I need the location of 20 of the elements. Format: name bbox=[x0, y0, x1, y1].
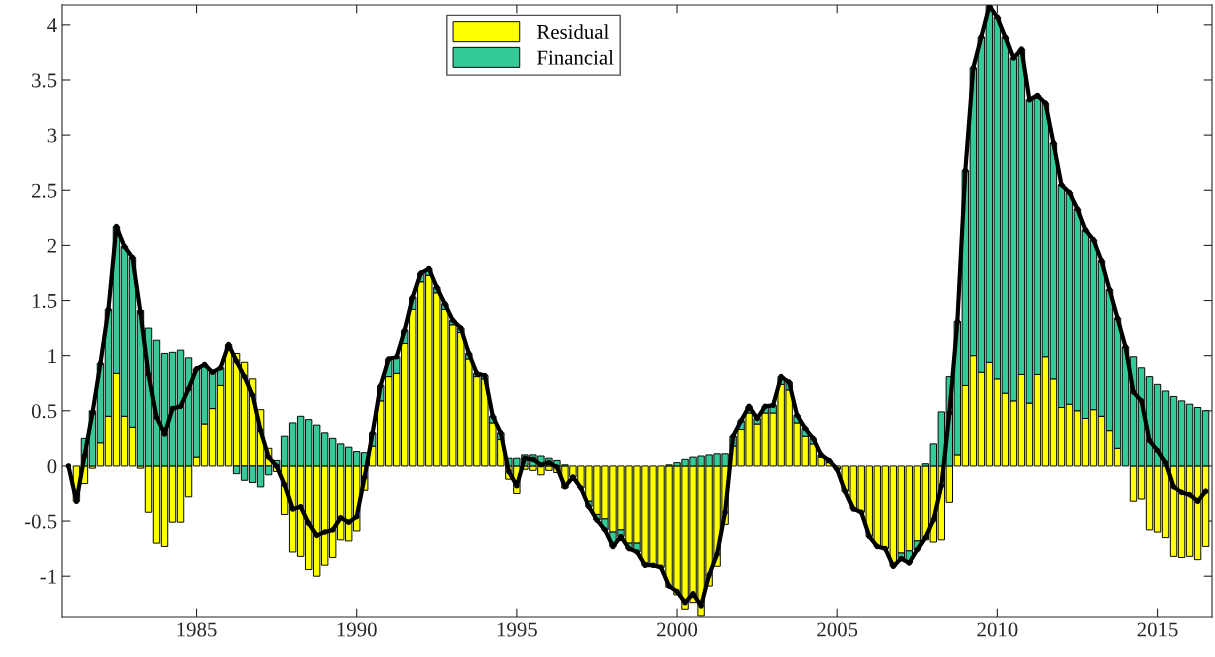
y-tick-label: 3.5 bbox=[32, 73, 57, 88]
legend-label: Residual bbox=[537, 24, 609, 39]
y-tick-label: 2.5 bbox=[32, 183, 57, 198]
y-tick-label: 1 bbox=[48, 349, 56, 363]
y-tick-label: 1.5 bbox=[32, 294, 57, 309]
x-tick-label: 2000 bbox=[657, 622, 698, 637]
x-tick-label: 2010 bbox=[977, 622, 1018, 637]
y-tick-label: 3 bbox=[47, 128, 57, 143]
x-tick-label: 1985 bbox=[177, 622, 217, 637]
legend-label: Financial bbox=[537, 49, 614, 65]
y-tick-label: 0.5 bbox=[31, 404, 57, 419]
y-tick-label: 0 bbox=[47, 459, 57, 474]
y-tick-label: 2 bbox=[47, 238, 56, 253]
y-tick-label: 4 bbox=[47, 18, 57, 33]
x-tick-label: 1990 bbox=[337, 622, 377, 637]
x-tick-label: 2005 bbox=[817, 622, 858, 637]
y-tick-label: -0.5 bbox=[24, 514, 57, 529]
x-tick-label: 2015 bbox=[1137, 622, 1178, 637]
y-tick-label: -1 bbox=[40, 569, 56, 584]
x-tick-label: 1995 bbox=[497, 622, 537, 637]
